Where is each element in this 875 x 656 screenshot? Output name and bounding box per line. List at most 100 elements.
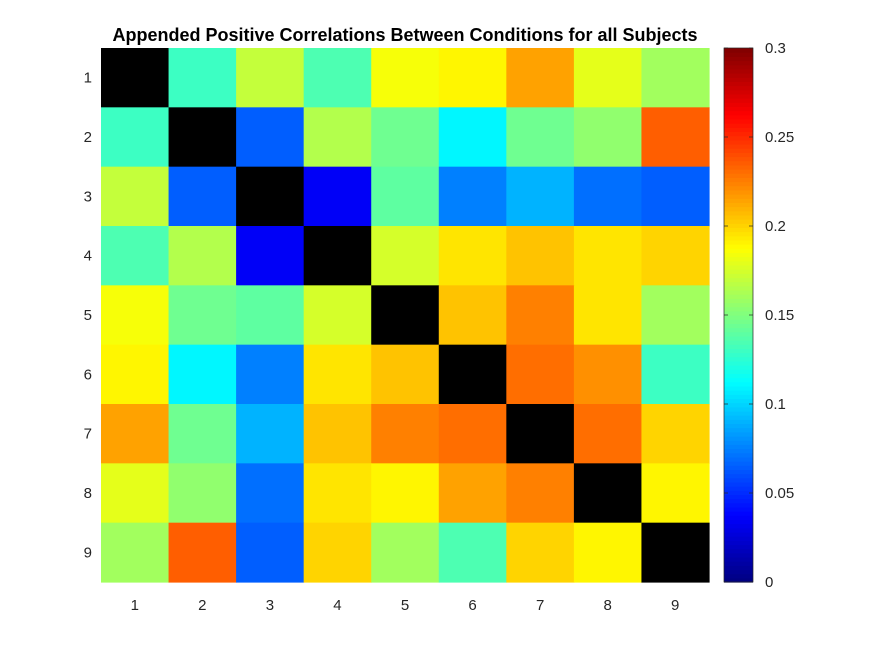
- colorbar-segment: [724, 302, 753, 308]
- heatmap-cell: [101, 344, 170, 405]
- heatmap-cell: [101, 404, 170, 464]
- x-tick-label: 4: [333, 597, 341, 614]
- colorbar-segment: [724, 348, 753, 354]
- colorbar-segment: [724, 285, 753, 291]
- colorbar-segment: [724, 98, 753, 103]
- colorbar-segment: [724, 548, 753, 554]
- y-tick-label: 1: [84, 70, 92, 87]
- heatmap-cell: [573, 404, 643, 464]
- colorbar-segment: [724, 511, 753, 516]
- colorbar-segment: [724, 415, 753, 420]
- colorbar-segment: [724, 465, 753, 470]
- colorbar-segment: [724, 244, 753, 249]
- colorbar-segment: [724, 131, 753, 137]
- heatmap-cell: [573, 226, 643, 286]
- heatmap-cell: [236, 166, 305, 227]
- colorbar-tick-label: 0.05: [765, 485, 794, 502]
- heatmap-cell: [303, 107, 372, 168]
- colorbar: 0 0.05 0.1 0.15 0.2 0.25 0.3: [723, 40, 794, 591]
- heatmap-cell: [641, 344, 710, 405]
- colorbar-segment: [724, 477, 753, 483]
- colorbar-segment: [724, 102, 753, 107]
- colorbar-segment: [724, 373, 753, 379]
- x-tick-label: 7: [536, 597, 544, 614]
- heatmap-cell: [303, 522, 372, 583]
- y-tick-label: 9: [84, 544, 92, 561]
- colorbar-segment: [724, 252, 753, 258]
- heatmap-cell: [236, 344, 305, 405]
- x-tick-label: 2: [198, 597, 206, 614]
- heatmap-cell: [438, 344, 507, 405]
- heatmap-cell: [506, 344, 575, 405]
- heatmap-cell: [236, 226, 305, 286]
- x-tick-label: 5: [401, 597, 409, 614]
- heatmap-cell: [101, 463, 170, 524]
- heatmap-cell: [371, 404, 440, 464]
- colorbar-segment: [724, 319, 753, 324]
- colorbar-segment: [724, 410, 753, 416]
- heatmap-cell: [168, 285, 237, 346]
- colorbar-segment: [724, 260, 753, 266]
- colorbar-segment: [724, 556, 753, 562]
- x-tick-label: 9: [671, 597, 679, 614]
- heatmap-cell: [506, 522, 575, 583]
- heatmap-cell: [101, 522, 170, 583]
- colorbar-segment: [724, 506, 753, 512]
- colorbar-segment: [724, 490, 753, 495]
- heatmap-cell: [506, 226, 575, 286]
- heatmap-cell: [641, 522, 710, 583]
- colorbar-segment: [724, 323, 753, 329]
- heatmap-cell: [438, 285, 507, 346]
- colorbar-segment: [724, 502, 753, 508]
- colorbar-segment: [724, 269, 753, 274]
- heatmap-cell: [168, 463, 237, 524]
- colorbar-segment: [724, 515, 753, 521]
- colorbar-segment: [724, 406, 753, 412]
- colorbar-segment: [724, 56, 753, 62]
- colorbar-segment: [724, 552, 753, 558]
- colorbar-segment: [724, 77, 753, 82]
- colorbar-segment: [724, 340, 753, 345]
- colorbar-segment: [724, 523, 753, 529]
- colorbar-segment: [724, 360, 753, 366]
- colorbar-segment: [724, 294, 753, 299]
- colorbar-segment: [724, 223, 753, 228]
- colorbar-segment: [724, 448, 753, 454]
- y-tick-label: 2: [84, 129, 92, 146]
- colorbar-segment: [724, 519, 753, 525]
- colorbar-tick-label: 0.25: [765, 129, 794, 146]
- colorbar-segment: [724, 527, 753, 533]
- colorbar-segment: [724, 452, 753, 458]
- colorbar-segment: [724, 369, 753, 374]
- x-tick-label: 3: [266, 597, 274, 614]
- colorbar-segment: [724, 536, 753, 541]
- colorbar-segment: [724, 498, 753, 504]
- heatmap-cell: [641, 226, 710, 286]
- x-axis: 1 2 3 4 5 6 7 8 9: [131, 597, 680, 614]
- heatmap-cell: [506, 404, 575, 464]
- heatmap-cell: [168, 48, 237, 108]
- heatmap-cell: [371, 522, 440, 583]
- colorbar-segment: [724, 198, 753, 203]
- colorbar-segment: [724, 377, 753, 383]
- colorbar-segment: [724, 486, 753, 491]
- heatmap-cell: [438, 404, 507, 464]
- colorbar-segment: [724, 461, 753, 466]
- colorbar-segment: [724, 352, 753, 358]
- y-tick-label: 7: [84, 426, 92, 443]
- colorbar-segment: [724, 394, 753, 400]
- heatmap-cell: [641, 107, 710, 168]
- colorbar-segment: [724, 93, 753, 99]
- colorbar-segment: [724, 402, 753, 408]
- colorbar-segment: [724, 310, 753, 316]
- x-tick-label: 8: [603, 597, 611, 614]
- colorbar-segment: [724, 481, 753, 487]
- colorbar-segment: [724, 89, 753, 95]
- heatmap-cell: [101, 226, 170, 286]
- colorbar-segment: [724, 227, 753, 233]
- y-tick-label: 3: [84, 188, 92, 205]
- colorbar-segment: [724, 81, 753, 87]
- heatmap-cell: [303, 226, 372, 286]
- heatmap-cell: [573, 463, 643, 524]
